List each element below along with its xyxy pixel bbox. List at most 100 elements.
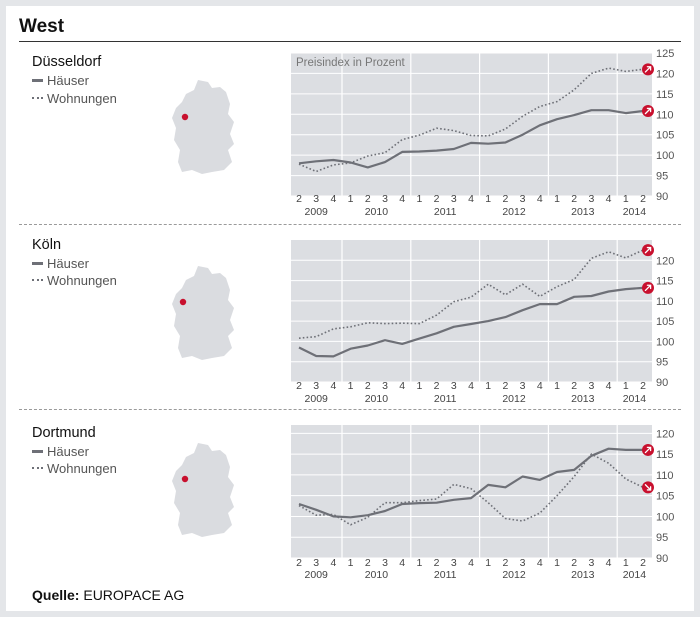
- x-tick-label: 2: [296, 557, 302, 569]
- legend-apartments-label: Wohnungen: [47, 460, 117, 476]
- x-tick-label: 2: [296, 380, 302, 392]
- x-tick-label: 2: [571, 557, 577, 569]
- solid-line-swatch: [32, 78, 43, 82]
- x-tick-label: 4: [399, 380, 405, 392]
- plot-area: [291, 425, 652, 558]
- y-tick-label: 125: [656, 48, 674, 60]
- city-location-marker: [181, 475, 189, 483]
- trend-marker-wohnungen-icon-glyph: [644, 246, 652, 254]
- x-tick-label: 3: [451, 557, 457, 569]
- x-tick-label: 4: [537, 193, 543, 205]
- x-tick-label: 2: [571, 193, 577, 205]
- y-tick-label: 100: [656, 336, 674, 348]
- year-label: 2009: [305, 393, 329, 405]
- source-note: Quelle: EUROPACE AG: [32, 587, 184, 603]
- source-label: Quelle:: [32, 587, 80, 603]
- solid-line-swatch: [32, 449, 43, 453]
- x-tick-label: 3: [313, 557, 319, 569]
- x-tick-label: 4: [537, 557, 543, 569]
- year-label: 2011: [434, 569, 457, 581]
- legend-houses: Häuser: [32, 443, 89, 459]
- x-tick-label: 3: [588, 557, 594, 569]
- x-tick-label: 2: [640, 557, 646, 569]
- y-tick-label: 105: [656, 316, 674, 328]
- series-line-haeuser: [298, 109, 644, 169]
- trend-marker-haeuser-icon-glyph: [644, 107, 652, 115]
- y-tick-label: 110: [656, 296, 674, 308]
- x-tick-label: 3: [313, 380, 319, 392]
- year-label: 2012: [502, 393, 526, 405]
- x-tick-label: 1: [554, 193, 560, 205]
- x-tick-label: 2: [571, 380, 577, 392]
- x-tick-label: 4: [468, 380, 474, 392]
- y-tick-label: 100: [656, 511, 674, 523]
- x-tick-label: 3: [313, 193, 319, 205]
- x-tick-label: 1: [348, 380, 354, 392]
- year-label: 2014: [623, 393, 647, 405]
- year-label: 2013: [571, 569, 595, 581]
- x-tick-label: 3: [382, 557, 388, 569]
- city-location-marker: [181, 113, 189, 121]
- x-tick-label: 2: [502, 380, 508, 392]
- x-tick-label: 4: [606, 380, 612, 392]
- year-label: 2010: [365, 393, 389, 405]
- y-tick-label: 115: [656, 276, 674, 288]
- x-tick-label: 1: [554, 380, 560, 392]
- y-tick-label: 115: [656, 449, 674, 461]
- source-value: EUROPACE AG: [83, 587, 185, 603]
- dotted-line-swatch: [32, 279, 43, 281]
- y-tick-label: 120: [656, 68, 674, 80]
- x-tick-label: 3: [588, 380, 594, 392]
- x-tick-label: 1: [485, 557, 491, 569]
- title-rule: [19, 41, 681, 42]
- plot-area: [291, 53, 652, 196]
- y-tick-label: 95: [656, 532, 668, 544]
- y-tick-label: 120: [656, 428, 674, 440]
- y-tick-label: 120: [656, 255, 674, 267]
- x-tick-label: 2: [434, 193, 440, 205]
- year-label: 2014: [623, 569, 647, 581]
- dotted-line-swatch: [32, 467, 43, 469]
- x-tick-label: 2: [502, 557, 508, 569]
- trend-marker-haeuser-icon-glyph: [644, 284, 652, 292]
- x-tick-label: 2: [296, 193, 302, 205]
- x-tick-label: 3: [588, 193, 594, 205]
- y-tick-label: 100: [656, 150, 674, 162]
- x-tick-label: 4: [399, 193, 405, 205]
- y-axis-label: Preisindex in Prozent: [296, 57, 405, 69]
- x-tick-label: 2: [434, 380, 440, 392]
- legend-houses-label: Häuser: [47, 443, 89, 459]
- x-tick-label: 3: [382, 193, 388, 205]
- section-separator: [19, 409, 681, 410]
- x-tick-label: 4: [537, 380, 543, 392]
- series-line-wohnungen: [298, 67, 644, 173]
- legend-apartments: Wohnungen: [32, 460, 117, 476]
- year-label: 2010: [365, 569, 389, 581]
- x-tick-label: 3: [520, 380, 526, 392]
- y-tick-label: 105: [656, 130, 674, 142]
- x-tick-label: 4: [606, 193, 612, 205]
- x-tick-label: 4: [330, 557, 336, 569]
- y-tick-label: 90: [656, 553, 668, 565]
- x-tick-label: 2: [365, 380, 371, 392]
- germany-map-icon: [172, 443, 234, 537]
- x-tick-label: 1: [623, 557, 629, 569]
- x-tick-label: 1: [554, 557, 560, 569]
- x-tick-label: 2: [502, 193, 508, 205]
- x-tick-label: 2: [365, 557, 371, 569]
- x-tick-label: 2: [640, 380, 646, 392]
- x-tick-label: 3: [520, 557, 526, 569]
- legend-houses: Häuser: [32, 72, 89, 88]
- legend-apartments-label: Wohnungen: [47, 90, 117, 106]
- trend-marker-haeuser-icon-glyph: [644, 446, 652, 454]
- y-tick-label: 115: [656, 89, 674, 101]
- y-tick-label: 105: [656, 491, 674, 503]
- legend-houses: Häuser: [32, 255, 89, 271]
- x-tick-label: 2: [365, 193, 371, 205]
- city-name-duesseldorf: Düsseldorf: [32, 54, 102, 70]
- dotted-line-swatch: [32, 97, 43, 99]
- x-tick-label: 1: [348, 193, 354, 205]
- legend-houses-label: Häuser: [47, 255, 89, 271]
- germany-map-icon: [172, 266, 234, 360]
